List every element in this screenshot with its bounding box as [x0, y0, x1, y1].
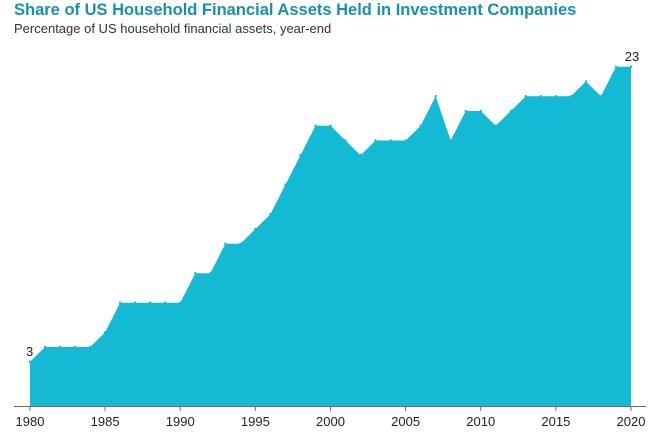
data-point-1991 [194, 272, 197, 275]
chart-subtitle: Percentage of US household financial ass… [14, 21, 332, 36]
data-point-2019 [614, 65, 618, 68]
data-point-2010 [479, 109, 482, 113]
data-point-2005 [404, 139, 407, 142]
x-tick-label-1990: 1990 [166, 414, 195, 429]
data-point-1988 [149, 301, 152, 304]
x-tick-label-2010: 2010 [466, 414, 495, 429]
data-point-2006 [419, 124, 422, 127]
data-point-2012 [509, 109, 512, 113]
data-label-2020: 23 [625, 49, 639, 64]
data-point-1982 [58, 345, 62, 349]
data-point-2004 [389, 139, 392, 142]
data-point-1990 [179, 301, 182, 304]
data-point-1983 [73, 345, 77, 349]
data-label-1980: 3 [26, 344, 33, 359]
data-point-1999 [314, 124, 317, 127]
x-tick-label-2005: 2005 [391, 414, 420, 429]
x-tick-label-1985: 1985 [91, 414, 120, 429]
data-point-2008 [449, 139, 452, 142]
data-point-2017 [584, 80, 588, 83]
chart-title: Share of US Household Financial Assets H… [14, 1, 577, 19]
x-tick-label-1995: 1995 [241, 414, 270, 429]
x-tick-label-2020: 2020 [617, 414, 646, 429]
data-point-1987 [133, 301, 137, 304]
data-point-1996 [269, 213, 272, 216]
x-tick-label-1980: 1980 [16, 414, 45, 429]
data-point-2020 [629, 65, 633, 68]
data-point-2009 [464, 109, 467, 113]
data-point-2002 [359, 154, 362, 157]
data-point-2013 [524, 95, 528, 98]
data-point-1985 [103, 331, 107, 334]
data-point-1989 [164, 301, 167, 304]
data-point-1981 [43, 345, 47, 349]
data-point-2015 [554, 95, 558, 98]
data-point-1993 [224, 242, 227, 245]
data-point-1992 [209, 272, 212, 275]
area-series [30, 66, 631, 406]
data-point-2018 [599, 95, 603, 98]
data-point-1980 [28, 360, 32, 363]
data-point-2011 [494, 124, 497, 127]
data-point-2001 [344, 139, 347, 142]
data-point-1994 [239, 242, 242, 245]
x-tick-label-2015: 2015 [541, 414, 570, 429]
data-point-1997 [284, 183, 287, 186]
data-point-1986 [118, 301, 122, 304]
data-point-2007 [434, 95, 437, 98]
data-point-1998 [299, 154, 302, 157]
data-point-2000 [329, 124, 332, 127]
data-point-1984 [88, 345, 92, 349]
data-point-2014 [539, 95, 543, 98]
x-tick-label-2000: 2000 [316, 414, 345, 429]
data-point-1995 [254, 227, 257, 231]
data-point-2016 [569, 95, 573, 98]
data-point-2003 [374, 139, 377, 142]
